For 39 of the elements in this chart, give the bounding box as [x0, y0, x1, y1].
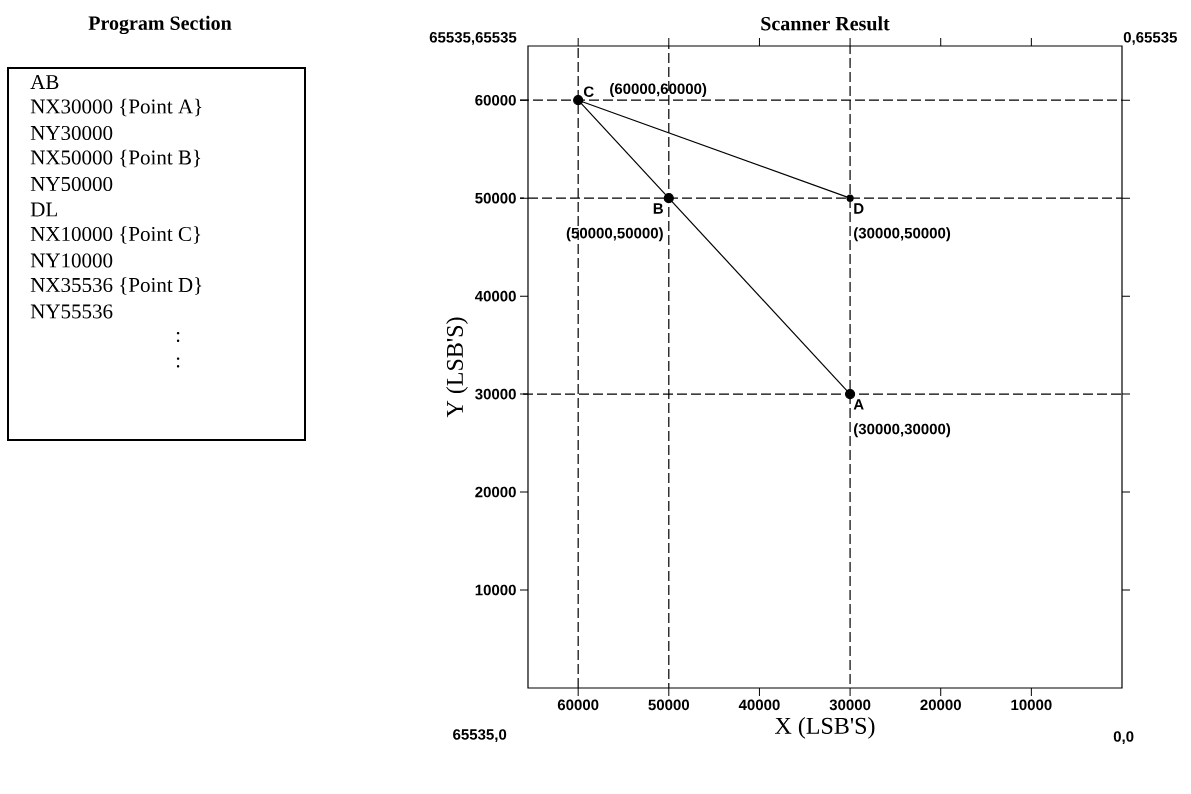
annotation: (60000,60000) [610, 83, 707, 97]
annotation: A [853, 399, 864, 410]
text: NY30000 [30, 125, 113, 141]
text: AB [30, 75, 59, 89]
annotation: (30000,50000) [854, 227, 951, 242]
annotation: D [854, 203, 864, 214]
x-tick-label: 50000 [648, 699, 690, 711]
y-tick-label: 30000 [475, 388, 516, 400]
text: DL [30, 202, 57, 217]
y-tick-label: 10000 [475, 584, 516, 596]
text: NX50000 {Point B} [30, 149, 201, 168]
x-axis-title: X (LSB'S) [775, 717, 875, 739]
text: NY10000 [30, 253, 113, 268]
text: NY50000 [30, 176, 113, 192]
text: NX35536 {Point D} [30, 277, 202, 295]
text: : [176, 331, 180, 343]
text: 0,0 [1113, 731, 1134, 744]
y-tick-label: 20000 [475, 486, 516, 498]
text: NX30000 {Point A} [30, 98, 202, 117]
text: : [176, 357, 180, 368]
text: 0,65535 [1123, 31, 1177, 45]
x-tick-label: 60000 [557, 699, 599, 711]
x-tick-label: 20000 [920, 699, 961, 711]
text: NX10000 {Point C} [30, 226, 201, 244]
y-axis-title: Y (LSB'S) [446, 317, 468, 418]
text: 65535,65535 [429, 31, 517, 45]
text: NY55536 [30, 304, 113, 319]
annotation: C [583, 86, 594, 97]
text: Program Section [88, 15, 232, 35]
x-tick-label: 10000 [1011, 699, 1052, 711]
x-tick-label: 30000 [829, 699, 871, 711]
x-tick-label: 40000 [738, 699, 780, 711]
annotation: B [653, 203, 663, 214]
y-tick-label: 50000 [475, 192, 516, 204]
y-tick-label: 60000 [475, 94, 516, 106]
y-tick-label: 40000 [474, 290, 516, 302]
text: 65535,0 [453, 729, 507, 742]
chart-title: Scanner Result [761, 16, 890, 31]
annotation: (30000,30000) [854, 423, 951, 438]
